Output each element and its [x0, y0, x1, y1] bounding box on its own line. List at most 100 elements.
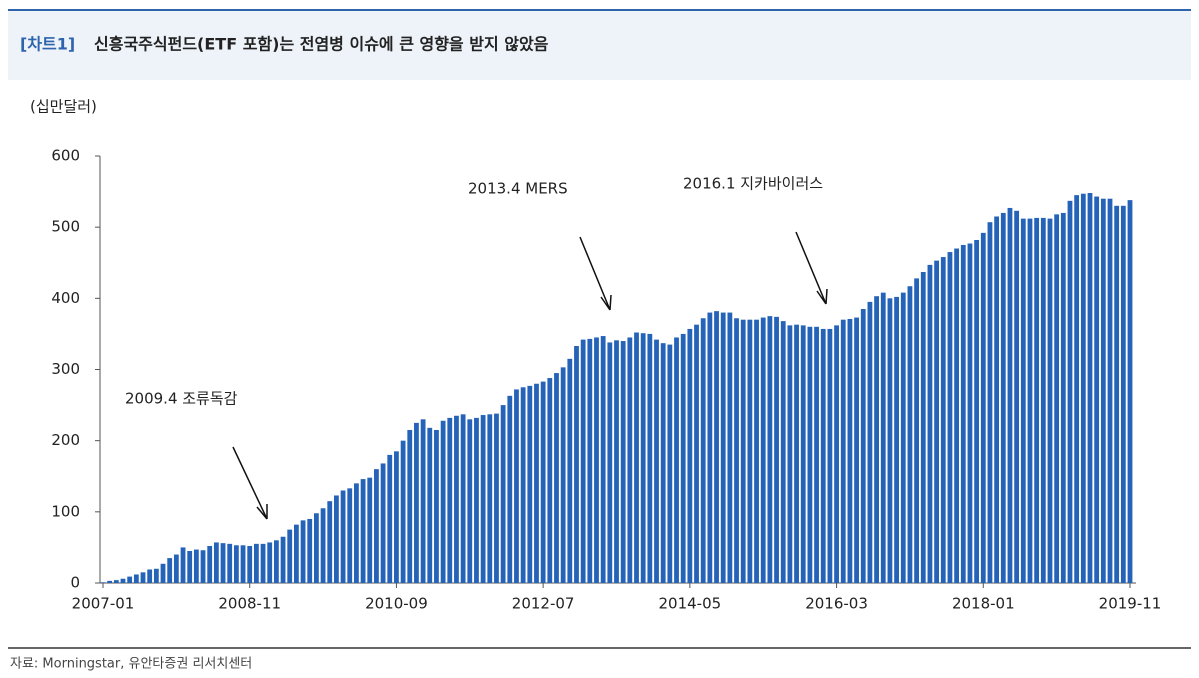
bar [607, 342, 613, 583]
bar [527, 385, 533, 583]
bar [340, 490, 346, 583]
bar [1034, 217, 1040, 584]
bar [860, 309, 866, 583]
bar [534, 383, 539, 583]
bar [614, 340, 619, 583]
bar [960, 244, 966, 584]
bar [674, 337, 679, 583]
bar [920, 272, 926, 583]
source: 자료: Morningstar, 유안타증권 리서치센터 [10, 657, 252, 672]
bar [227, 543, 233, 583]
bar [307, 518, 313, 583]
bar [520, 387, 526, 583]
y-tick-label: 400 [51, 289, 80, 307]
bar [814, 326, 819, 583]
bar [980, 232, 986, 584]
bar [287, 529, 293, 583]
bar [640, 333, 646, 583]
bar [173, 554, 179, 583]
bar [1060, 212, 1066, 583]
bar [480, 415, 486, 583]
bar [133, 574, 139, 583]
bar [387, 454, 393, 583]
bar [560, 367, 566, 583]
bar [974, 239, 980, 583]
y-tick-label: 0 [70, 574, 80, 592]
bar [200, 550, 206, 583]
bar [807, 326, 813, 583]
bar [600, 336, 606, 583]
bar [240, 545, 246, 583]
chart-title: 신흥국주식펀드(ETF 포함)는 전염병 이슈에 큰 영향을 받지 않았음 [94, 35, 549, 54]
bar [720, 312, 726, 583]
bar [293, 524, 299, 583]
bar [434, 429, 439, 583]
x-tick-label: 2008-11 [218, 595, 281, 613]
x-tick-label: 2010-09 [365, 595, 428, 613]
bar [193, 549, 199, 583]
bar [867, 301, 873, 583]
bar [427, 427, 433, 583]
bar [460, 414, 466, 583]
bar [414, 422, 419, 583]
bar [707, 312, 713, 583]
bar [253, 543, 259, 583]
bar [900, 292, 906, 583]
bar [654, 339, 659, 583]
bar [567, 358, 573, 583]
bar [754, 319, 759, 583]
bar [700, 318, 706, 583]
bar [880, 292, 886, 583]
bar [153, 568, 159, 583]
bar [367, 477, 373, 583]
bar [213, 542, 219, 583]
bar [847, 318, 853, 583]
bar [1047, 218, 1053, 584]
bar [487, 414, 493, 583]
bar [747, 319, 753, 583]
y-tick-label: 100 [51, 502, 80, 520]
bar [380, 463, 386, 583]
bar [540, 381, 546, 583]
bar [1027, 218, 1033, 584]
bar [260, 543, 266, 583]
bar [587, 338, 593, 583]
bar [894, 296, 899, 583]
bar [374, 469, 379, 583]
y-tick-label: 600 [51, 147, 80, 165]
bar [1020, 218, 1026, 584]
bar [794, 324, 799, 583]
bar [220, 543, 226, 583]
bar [934, 260, 940, 583]
bar [314, 513, 319, 583]
bar [634, 332, 639, 583]
bar [1120, 205, 1126, 584]
y-axis-label: (십만달러) [30, 98, 97, 116]
bar [967, 243, 973, 583]
bar [474, 417, 479, 583]
bar [107, 580, 113, 583]
bar [987, 222, 993, 583]
bar [1107, 198, 1113, 583]
bar [687, 328, 693, 583]
bar [827, 328, 833, 583]
bar [1040, 217, 1046, 584]
bar [834, 325, 839, 583]
bar [147, 569, 153, 583]
bar [360, 479, 366, 583]
bar [1007, 207, 1013, 583]
bar [207, 545, 213, 583]
bar [127, 576, 133, 583]
x-tick-label: 2007-01 [72, 595, 135, 613]
y-tick-label: 200 [51, 431, 80, 449]
bar [927, 264, 933, 583]
bar [774, 316, 779, 583]
bar [407, 429, 413, 583]
bar [580, 339, 586, 583]
bar [734, 318, 739, 583]
bar [547, 378, 553, 583]
title-tag: [차트1] [20, 35, 75, 54]
bar [820, 328, 826, 583]
bar [667, 344, 673, 583]
